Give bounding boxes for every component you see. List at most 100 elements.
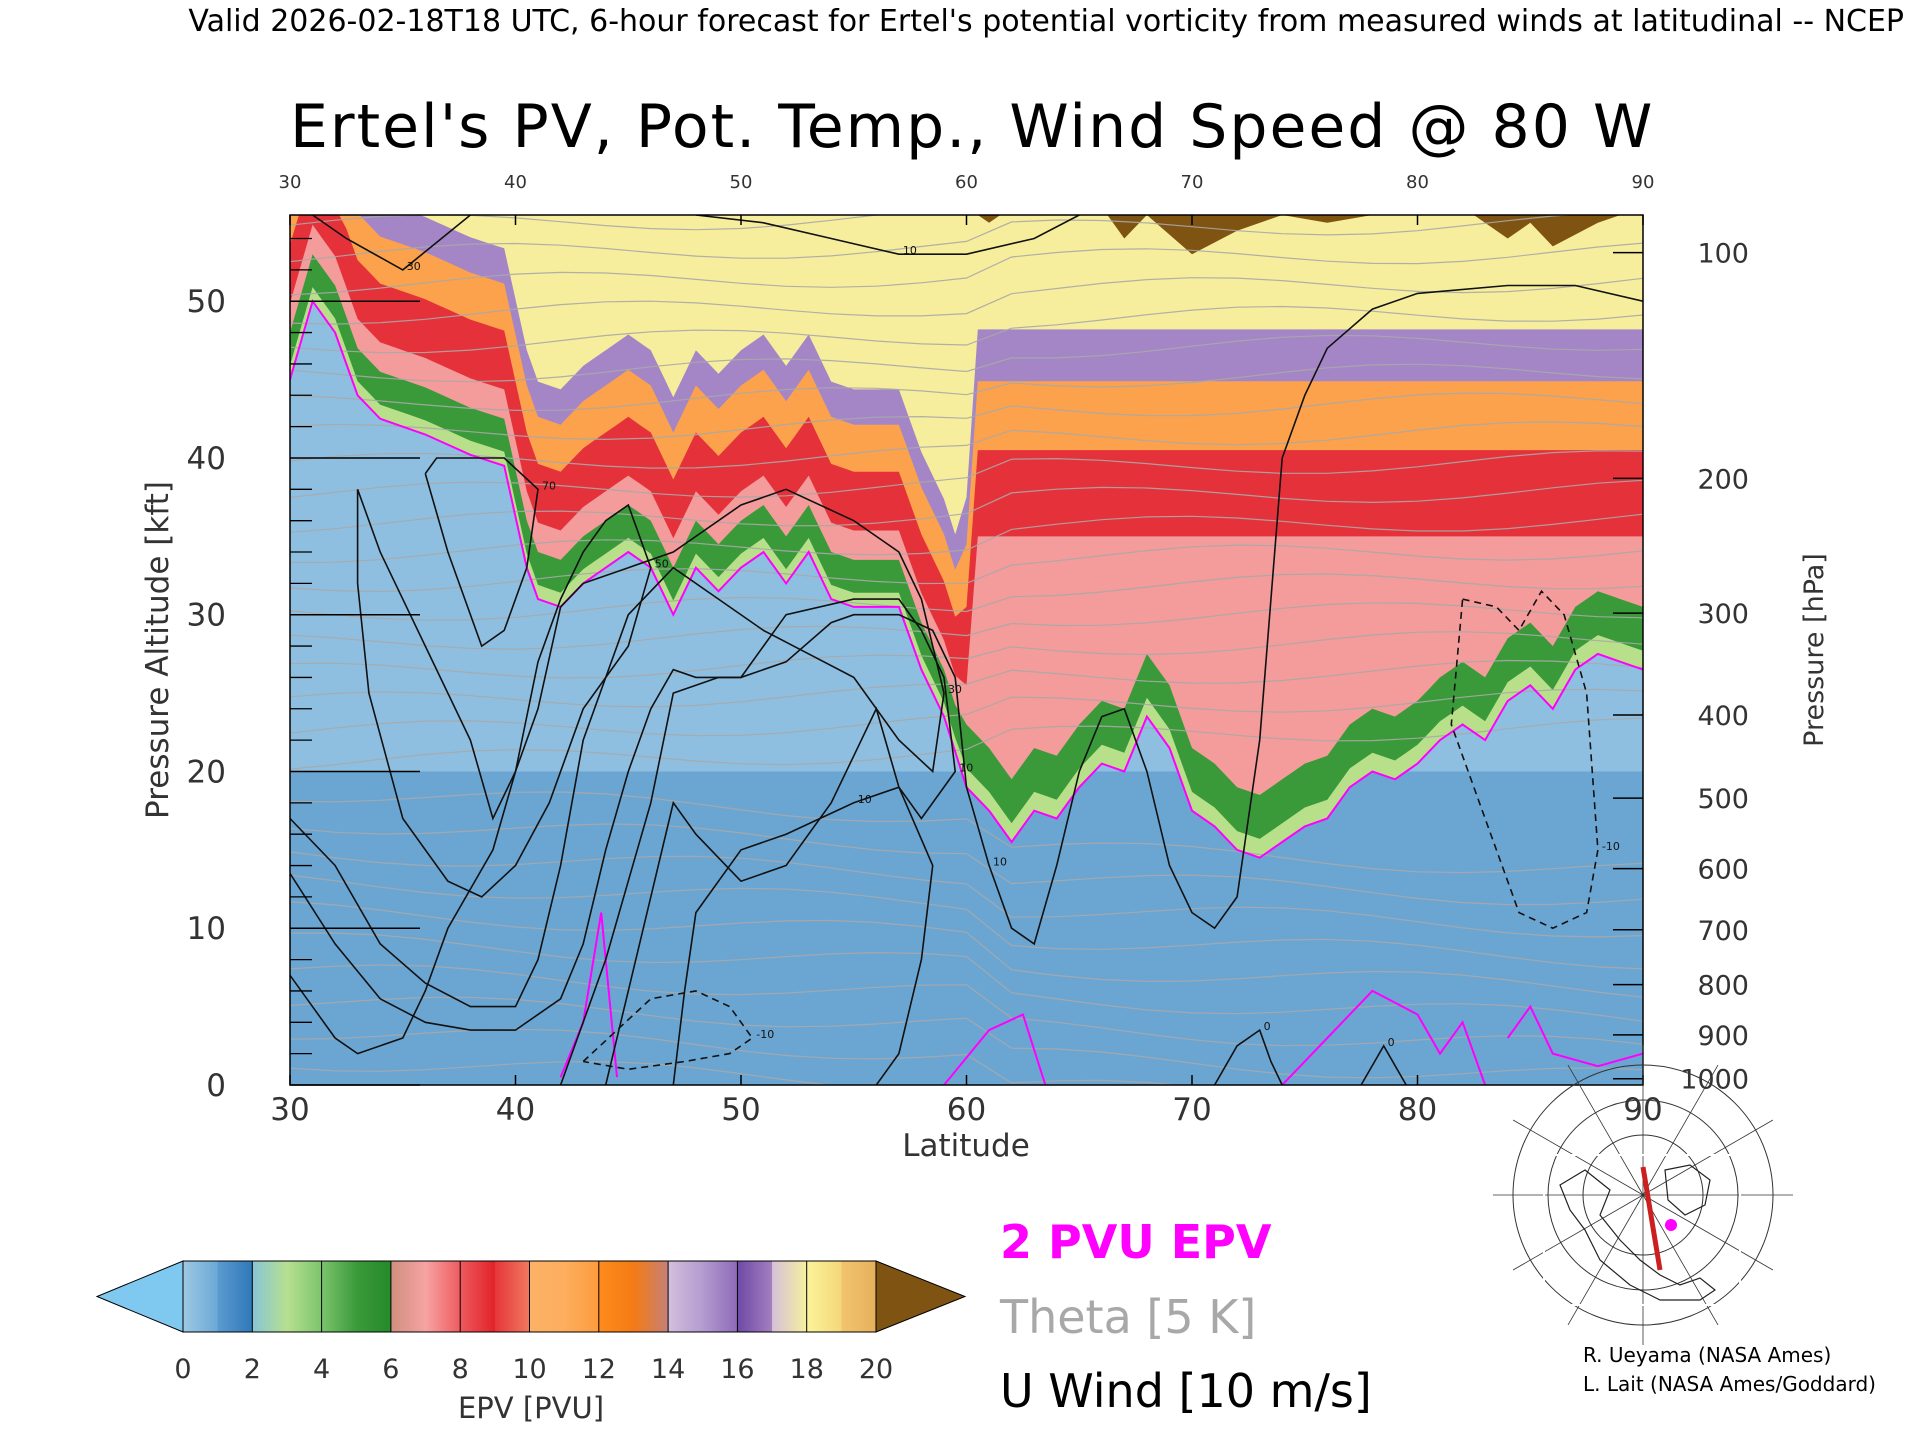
x-tick-label-top: 60 <box>955 172 978 193</box>
x-tick-label-top: 90 <box>1632 172 1655 193</box>
u-wind-contour-label: 10 <box>858 793 872 806</box>
pv-2pvu-line <box>290 298 1643 859</box>
u-wind-contours: 10 10 10 30 50 70 30 10 -10 -10 0 0 <box>290 215 1643 1085</box>
theta-contour <box>290 1060 834 1085</box>
epv-color-field <box>290 215 1643 1085</box>
x-tick-label: 30 <box>270 1092 309 1128</box>
colorbar-band <box>390 1261 427 1332</box>
u-wind-contour-label: 10 <box>903 244 917 257</box>
y-axis-label-left: Pressure Altitude [kft] <box>140 481 176 819</box>
legend-u-wind: U Wind [10 m/s] <box>1000 1364 1372 1418</box>
theta-contour <box>290 602 1643 650</box>
pv-2pvu-surface-contour <box>943 1013 1047 1085</box>
pv-2pvu-surface-contour <box>1281 989 1487 1085</box>
colorbar-band <box>321 1261 357 1332</box>
pressure-tick-label: 200 <box>1697 464 1749 495</box>
colorbar-band <box>564 1261 600 1332</box>
colorbar-band <box>356 1261 392 1332</box>
theta-contour <box>290 392 1643 441</box>
u-wind-contour <box>582 990 754 1071</box>
theta-contour <box>290 305 1643 354</box>
colorbar-band <box>460 1261 496 1332</box>
colorbar-band <box>841 1261 877 1332</box>
colorbar-band <box>633 1261 669 1332</box>
inset-map-meridian <box>1512 1119 1644 1196</box>
colorbar-label: EPV [PVU] <box>458 1391 604 1425</box>
pv-2pvu-surface-contour <box>559 912 618 1078</box>
colorbar-band <box>598 1261 634 1332</box>
u-wind-contour-label: 30 <box>948 683 962 696</box>
theta-contour <box>290 932 1643 1022</box>
x-axis-label: Latitude <box>902 1128 1030 1164</box>
u-wind-contour-label: 30 <box>407 260 421 273</box>
chart-axes: 3030404050506060707080809090010203040501… <box>187 172 1749 1128</box>
inset-map-meridian <box>1642 1064 1719 1196</box>
pv-2pvu-contours <box>290 298 1643 1085</box>
colorbar-over-arrow <box>875 1260 967 1333</box>
u-wind-contour-label: 10 <box>959 761 973 774</box>
colorbar-band <box>529 1261 565 1332</box>
colorbar-band <box>425 1261 461 1332</box>
legend-2pvu-epv-text: 2 PVU EPV <box>1000 1215 1272 1269</box>
inset-map-north-america <box>1559 1169 1717 1301</box>
u-wind-contour <box>1360 1044 1407 1085</box>
colorbar-band <box>668 1261 704 1332</box>
u-wind-contour-label: 10 <box>993 856 1007 869</box>
u-wind-contour <box>312 215 471 271</box>
field-band-pv-over20-east <box>1473 215 1621 247</box>
theta-contour <box>290 544 1643 593</box>
inset-map-meridian <box>1567 1064 1644 1196</box>
u-wind-contour-label: 50 <box>655 558 669 571</box>
u-wind-contour-label: 0 <box>1388 1036 1395 1049</box>
inset-map-mask-frame <box>1543 1154 1741 1306</box>
inset-map-greenland <box>1664 1164 1711 1216</box>
y-tick-label: 40 <box>187 441 226 477</box>
x-tick-label: 50 <box>721 1092 760 1128</box>
inset-map-marker <box>1665 1219 1677 1231</box>
theta-contour <box>290 479 1643 533</box>
theta-contour <box>290 277 1643 325</box>
u-wind-contour <box>290 284 1643 1031</box>
theta-contour <box>290 450 1643 499</box>
x-tick-label-top: 50 <box>730 172 753 193</box>
x-tick-label: 60 <box>947 1092 986 1128</box>
pv-2pvu-surface-contour <box>1506 1004 1643 1068</box>
colorbar-tick-label: 0 <box>174 1354 191 1385</box>
colorbar-band <box>286 1261 323 1332</box>
colorbar-tick-label: 6 <box>382 1354 399 1385</box>
x-tick-label: 80 <box>1398 1092 1437 1128</box>
legend-theta: Theta [5 K] <box>1000 1290 1256 1344</box>
inset-map-meridian <box>1642 1194 1774 1271</box>
theta-contour <box>290 421 1643 469</box>
inset-map-meridian <box>1642 1119 1774 1196</box>
legend-2pvu-epv: 2 PVU EPV <box>1000 1215 1271 1269</box>
legend-u-wind-text: U Wind [10 m/s] <box>1000 1364 1372 1418</box>
y-tick-label: 10 <box>187 911 226 947</box>
theta-contour <box>290 334 1643 383</box>
y-tick-label: 0 <box>206 1068 226 1104</box>
colorbar-tick-label: 12 <box>582 1354 616 1385</box>
x-tick-label-top: 70 <box>1181 172 1204 193</box>
inset-location-map <box>1493 1045 1793 1345</box>
u-wind-contour <box>559 598 957 1085</box>
colorbar-band <box>806 1261 842 1332</box>
u-wind-contour <box>1213 1028 1283 1085</box>
epv-colorbar: 0 2 4 6 8 10 12 14 16 18 20 <box>95 1260 967 1385</box>
x-tick-label: 40 <box>496 1092 535 1128</box>
x-tick-label-top: 30 <box>279 172 302 193</box>
y-tick-label: 20 <box>187 754 226 790</box>
colorbar-band <box>494 1261 530 1332</box>
pressure-tick-label: 400 <box>1697 701 1749 732</box>
inset-map-meridian <box>1567 1194 1644 1326</box>
y-axis-label-right: Pressure [hPa] <box>1799 553 1830 747</box>
theta-contour <box>290 823 1643 906</box>
pressure-tick-label: 900 <box>1697 1021 1749 1052</box>
field-band-pv-over20 <box>977 215 1373 255</box>
theta-contour <box>290 964 1643 1047</box>
theta-contour <box>290 215 1577 263</box>
colorbar-band <box>183 1261 219 1332</box>
y-tick-label: 50 <box>187 284 226 320</box>
inset-map-meridian <box>1512 1194 1644 1271</box>
x-tick-label: 70 <box>1172 1092 1211 1128</box>
u-wind-contour <box>695 215 1080 255</box>
